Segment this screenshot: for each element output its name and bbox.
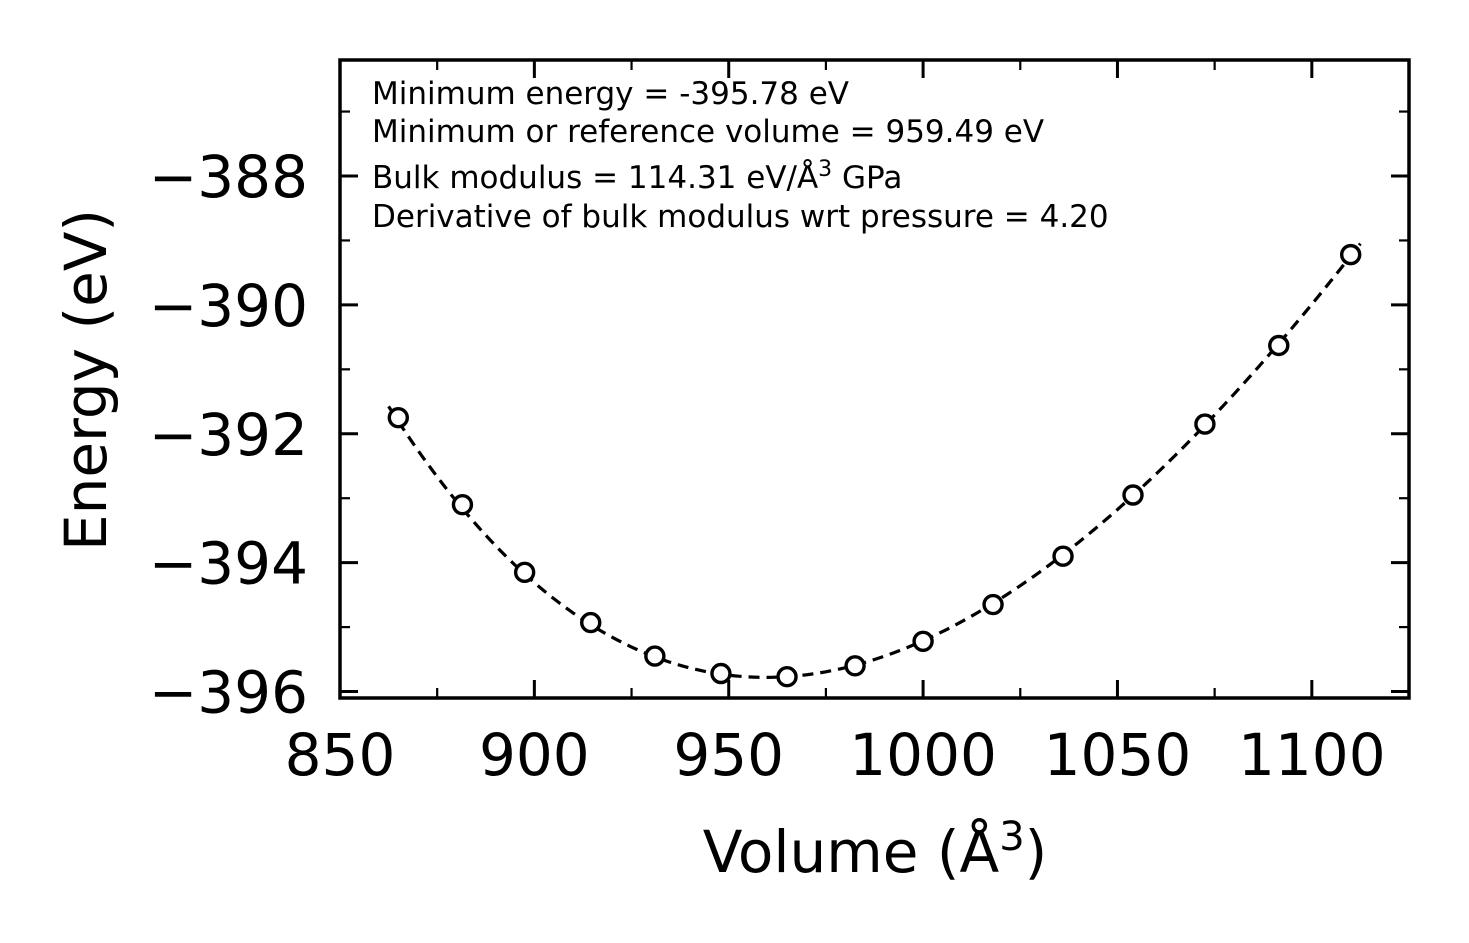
plot-frame [338,58,1411,700]
annotation-bulk-modulus-main: Bulk modulus = 114.31 eV/Å [372,160,818,196]
x-axis-title-end: ) [1025,818,1048,886]
data-point [451,493,474,516]
x-tick-label: 950 [673,721,784,789]
data-point [912,630,934,652]
data-point [776,666,798,688]
y-axis-title: Energy (eV) [52,209,120,551]
data-point [710,662,732,685]
x-axis-title: Volume (Å3) [703,814,1048,886]
annotation-bulk-derivative: Derivative of bulk modulus wrt pressure … [372,199,1109,235]
data-point [1122,484,1144,506]
x-axis-title-sup: 3 [999,814,1024,860]
data-point [1268,334,1290,357]
annotation-box: Minimum energy = -395.78 eV Minimum or r… [372,76,1109,235]
data-point [982,593,1004,616]
x-tick-label: 900 [479,721,590,789]
data-point [644,645,666,667]
annotation-bulk-modulus-unit: GPa [832,160,902,196]
x-tick-label: 1000 [849,721,997,789]
axis-tick-labels: 850 900 950 1000 1050 1100 −388 −390 −392 −394 −39… [149,143,1386,789]
x-tick-label: 1100 [1238,721,1386,789]
data-point [580,611,602,634]
annotation-bulk-modulus-sup: 3 [818,157,832,182]
axis-ticks [338,60,1409,698]
data-point [387,406,410,429]
y-tick-label: −394 [149,530,308,598]
data-point [844,655,866,677]
x-tick-label: 1050 [1044,721,1192,789]
x-axis-title-main: Volume (Å [703,817,1000,886]
y-tick-label: −392 [149,401,308,469]
x-tick-label: 850 [285,721,396,789]
annotation-min-volume: Minimum or reference volume = 959.49 eV [372,114,1044,150]
y-tick-label: −388 [149,143,308,211]
data-point [1339,243,1362,266]
data-point [513,561,536,584]
y-tick-label: −390 [149,272,308,340]
y-tick-label: −396 [149,659,308,727]
annotation-min-energy: Minimum energy = -395.78 eV [372,76,849,112]
annotation-bulk-modulus: Bulk modulus = 114.31 eV/Å3 GPa [372,157,902,196]
data-point [1194,413,1216,435]
data-point [1052,545,1074,567]
data-markers [387,243,1362,688]
